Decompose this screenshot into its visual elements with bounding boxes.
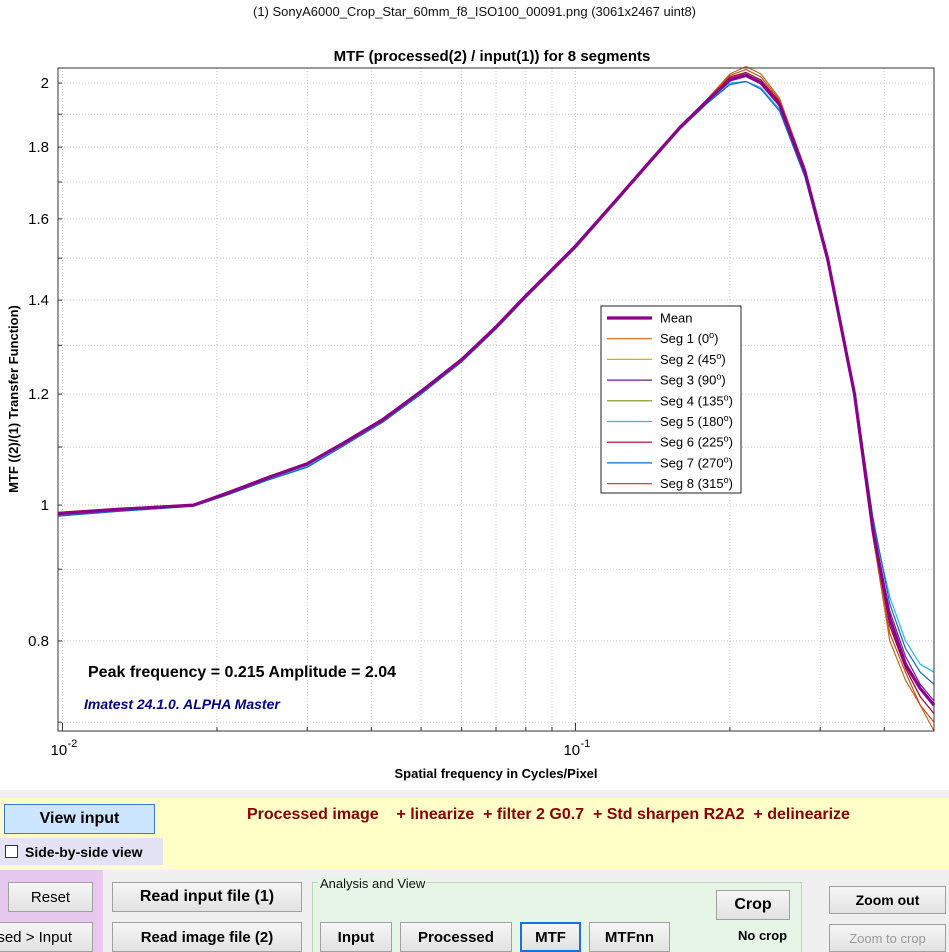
legend-label: Mean: [660, 311, 693, 326]
y-tick-label: 2: [41, 75, 49, 92]
zoom-out-button[interactable]: Zoom out: [829, 886, 946, 914]
analysis-group-label: Analysis and View: [318, 876, 428, 891]
read-image-file-button[interactable]: Read image file (2): [112, 922, 302, 952]
y-tick-label: 1: [41, 497, 49, 514]
chart-title: MTF (processed(2) / input(1)) for 8 segm…: [334, 48, 651, 65]
x-axis-label: Spatial frequency in Cycles/Pixel: [394, 766, 597, 781]
y-tick-label: 1.2: [28, 386, 49, 403]
x-tick-exponent: -2: [68, 738, 78, 750]
legend: Mean Seg 1 (0o) Seg 2 (45o) Seg 3 (90o) Seg …: [600, 305, 742, 494]
y-axis-label: MTF ((2)/(1) Transfer Function): [6, 305, 21, 493]
side-by-side-label: Side-by-side view: [25, 843, 143, 860]
window-title: (1) SonyA6000_Crop_Star_60mm_f8_ISO100_0…: [252, 4, 697, 19]
processed-button[interactable]: Processed: [400, 922, 512, 952]
input-button[interactable]: Input: [320, 922, 392, 952]
y-tick-label: 1.4: [28, 292, 49, 309]
processed-to-input-button[interactable]: sed > Input: [0, 922, 93, 952]
legend-label: Seg 3 (90o): [660, 372, 726, 388]
legend-label: Seg 5 (180o): [660, 413, 733, 429]
y-tick-label: 1.6: [28, 211, 49, 228]
zoom-to-crop-button: Zoom to crop: [829, 924, 946, 952]
y-tick-label: 1.8: [28, 139, 49, 156]
legend-label: Seg 4 (135o): [660, 392, 733, 408]
series-lines: [57, 65, 936, 732]
crop-button[interactable]: Crop: [716, 890, 790, 920]
reset-button[interactable]: Reset: [8, 882, 93, 912]
version-annotation: Imatest 24.1.0. ALPHA Master: [84, 696, 281, 712]
legend-label: Seg 2 (45o): [660, 351, 726, 367]
view-input-button[interactable]: View input: [4, 804, 155, 834]
y-tick-label: 0.8: [28, 633, 49, 650]
mtf-button[interactable]: MTF: [520, 922, 581, 952]
x-tick-label: 10: [563, 742, 580, 759]
legend-box: [600, 305, 742, 494]
legend-label: Seg 6 (225o): [660, 434, 733, 450]
series-line-mean: [57, 73, 936, 707]
side-by-side-checkbox-row[interactable]: Side-by-side view: [0, 838, 163, 865]
processing-description: Processed image + linearize + filter 2 G…: [247, 806, 850, 823]
legend-label: Seg 7 (270o): [660, 454, 733, 470]
x-tick-label: 10: [51, 742, 68, 759]
legend-label: Seg 8 (315o): [660, 475, 733, 491]
peak-annotation: Peak frequency = 0.215 Amplitude = 2.04: [88, 664, 396, 681]
mtfnn-button[interactable]: MTFnn: [589, 922, 670, 952]
read-input-file-button[interactable]: Read input file (1): [112, 882, 302, 912]
crop-status: No crop: [738, 928, 788, 943]
mtf-chart: MTF (processed(2) / input(1)) for 8 segm…: [6, 48, 936, 781]
legend-label: Seg 1 (0o): [660, 330, 719, 346]
side-by-side-checkbox[interactable]: [5, 845, 18, 858]
x-tick-exponent: -1: [580, 738, 590, 750]
